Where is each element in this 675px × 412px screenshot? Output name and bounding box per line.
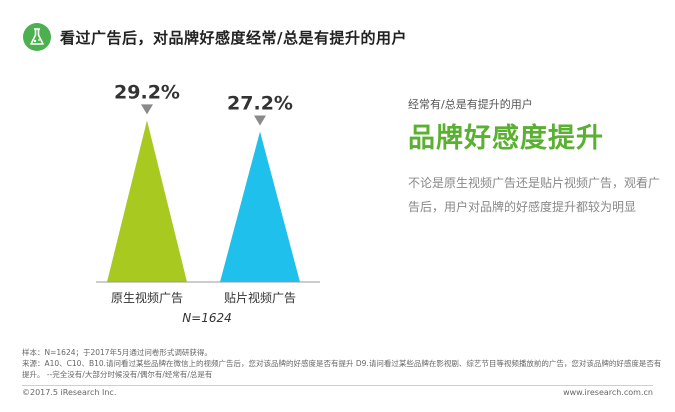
source-notes: 样本：N=1624；于2017年5月通过问卷形式调研获得。 来源：A10、C10… (22, 347, 662, 380)
website-link[interactable]: www.iresearch.com.cn (563, 388, 653, 397)
insight-body: 不论是原生视频广告还是贴片视频广告，观看广告后，用户对品牌的好感度提升都较为明显 (408, 176, 661, 214)
insight-panel: 经常有/总是有提升的用户 品牌好感度提升 不论是原生视频广告还是贴片视频广告，观… (408, 96, 660, 219)
value-label-2: 27.2% (227, 92, 293, 114)
copyright-text: ©2017.5 iResearch Inc. (22, 388, 117, 397)
value-marker-1 (141, 104, 153, 115)
footer-divider (22, 385, 653, 386)
value-label-1: 29.2% (114, 81, 180, 103)
category-label-1: 原生视频广告 (111, 290, 183, 305)
page-footer: ©2017.5 iResearch Inc. www.iresearch.com… (0, 385, 675, 401)
sample-note: 样本：N=1624；于2017年5月通过问卷形式调研获得。 (22, 348, 212, 357)
bar-2 (220, 131, 300, 282)
value-marker-2 (254, 115, 266, 126)
insight-subtitle: 经常有/总是有提升的用户 (408, 98, 533, 111)
source-note: 来源：A10、C10、B10.请问看过某些品牌在微信上的视频广告后，您对该品牌的… (22, 359, 662, 379)
sample-size-label: N=1624 (182, 311, 232, 325)
page-header: 看过广告后，对品牌好感度经常/总是有提升的用户 (22, 22, 407, 52)
flask-icon (23, 23, 51, 51)
insight-headline: 品牌好感度提升 (408, 123, 604, 154)
page-title: 看过广告后，对品牌好感度经常/总是有提升的用户 (60, 28, 407, 47)
category-label-2: 贴片视频广告 (224, 290, 296, 305)
bar-1 (107, 120, 187, 282)
